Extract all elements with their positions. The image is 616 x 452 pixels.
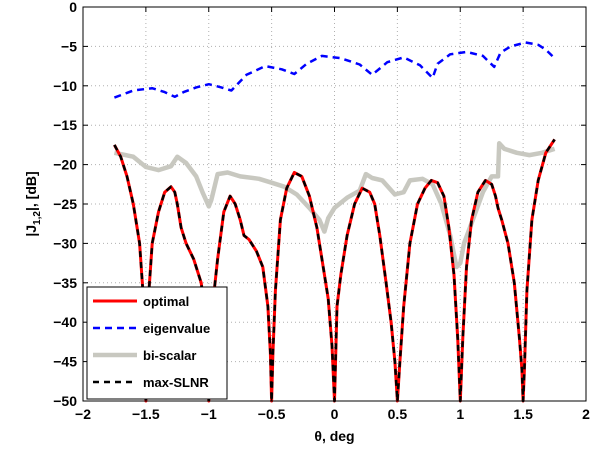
y-axis-label-subscript: 1,2 [32,211,43,225]
y-tick-label: −30 [53,235,77,251]
x-tick-labels: −2 −1.5 −1 −0.5 0 0.5 1 1.5 2 [75,406,590,422]
y-tick-label: −40 [53,314,77,330]
legend-label-max-slnr: max-SLNR [143,375,209,390]
y-tick-label: −35 [53,275,77,291]
x-tick-label: 1 [456,406,464,422]
y-tick-label: −5 [61,38,77,54]
y-tick-label: −15 [53,117,77,133]
legend-label-bi-scalar: bi-scalar [143,348,196,363]
x-tick-label: −2 [75,406,91,422]
x-tick-label: −1.5 [132,406,160,422]
y-axis-label: |J1,2|, [dB] [23,171,43,236]
x-tick-label: −1 [201,406,217,422]
y-tick-label: −25 [53,196,77,212]
legend: optimal eigenvalue bi-scalar max-SLNR [86,286,228,400]
y-tick-label: −50 [53,393,77,409]
x-tick-label: 0 [331,406,339,422]
y-axis-label-suffix: |, [dB] [23,171,39,211]
series-line-max-slnr [113,138,556,403]
y-tick-label: −10 [53,78,77,94]
y-tick-label: −20 [53,157,77,173]
x-axis-label: θ, deg [314,428,354,444]
x-tick-label: 0.5 [388,406,408,422]
legend-label-optimal: optimal [143,294,189,309]
series-lines [113,41,556,403]
x-tick-label: 2 [582,406,590,422]
legend-label-eigenvalue: eigenvalue [143,321,210,336]
legend-box [86,286,228,400]
y-axis-label-prefix: |J [23,225,39,237]
y-tick-label: −45 [53,354,77,370]
x-tick-label: −0.5 [258,406,286,422]
x-tick-label: 1.5 [513,406,533,422]
series-line-eigenvalue [113,41,556,99]
y-tick-label: 0 [69,0,77,15]
series-line-bi-scalar [113,141,556,270]
y-tick-labels: 0 −5 −10 −15 −20 −25 −30 −35 −40 −45 −50 [53,0,77,409]
